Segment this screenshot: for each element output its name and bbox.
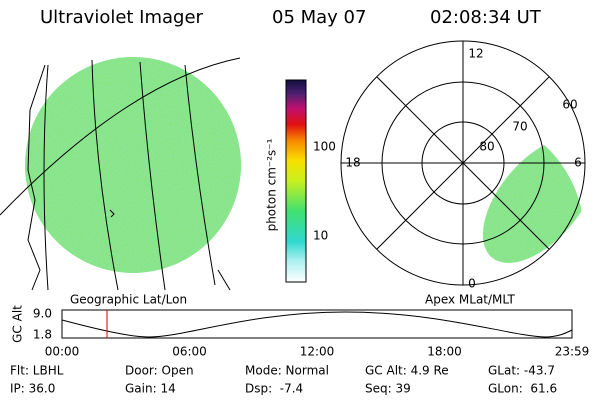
polar-plot: [340, 40, 598, 286]
geographic-image: [0, 57, 241, 291]
status-field: Door: Open: [125, 364, 194, 378]
colorbar-tick: 10: [313, 229, 328, 243]
mlt-label: 12: [468, 47, 483, 61]
timeline-x-label: 12:00: [300, 345, 335, 359]
status-field: Flt: LBHL: [10, 364, 64, 378]
status-field: Seq: 39: [365, 382, 411, 396]
geographic-label: Geographic Lat/Lon: [70, 293, 187, 307]
timeline-axis-label: GC Alt: [11, 305, 25, 343]
mlt-label: 0: [468, 277, 476, 291]
timeline-x-label: 23:59: [555, 345, 590, 359]
lat-label: 60: [562, 98, 577, 112]
timeline-y-label: 9.0: [33, 307, 52, 321]
status-field: IP: 36.0: [10, 382, 55, 396]
timeline-x-label: 00:00: [45, 345, 80, 359]
status-field: GLon: 61.6: [488, 382, 557, 396]
date: 05 May 07: [272, 7, 366, 28]
mlt-label: 18: [345, 156, 360, 170]
colorbar: [285, 79, 307, 283]
status-field: Mode: Normal: [245, 364, 329, 378]
polar-label: Apex MLat/MLT: [425, 293, 515, 307]
colorbar-tick: 100: [313, 140, 336, 154]
timeline-x-label: 18:00: [427, 345, 462, 359]
colorbar-label: photon cm⁻²s⁻¹: [265, 138, 279, 231]
time: 02:08:34 UT: [430, 7, 542, 28]
status-field: Gain: 14: [125, 382, 176, 396]
timeline-y-label: 1.8: [33, 328, 52, 342]
lat-label: 80: [479, 140, 494, 154]
lat-label: 70: [512, 120, 527, 134]
status-field: Dsp: -7.4: [245, 382, 303, 396]
timeline-box: [61, 309, 573, 339]
status-field: GLat: -43.7: [488, 364, 555, 378]
timeline-x-label: 06:00: [172, 345, 207, 359]
status-field: GC Alt: 4.9 Re: [365, 364, 449, 378]
mlt-label: 6: [574, 156, 582, 170]
instrument: Ultraviolet Imager: [40, 7, 204, 28]
altitude-curve: [61, 311, 573, 338]
